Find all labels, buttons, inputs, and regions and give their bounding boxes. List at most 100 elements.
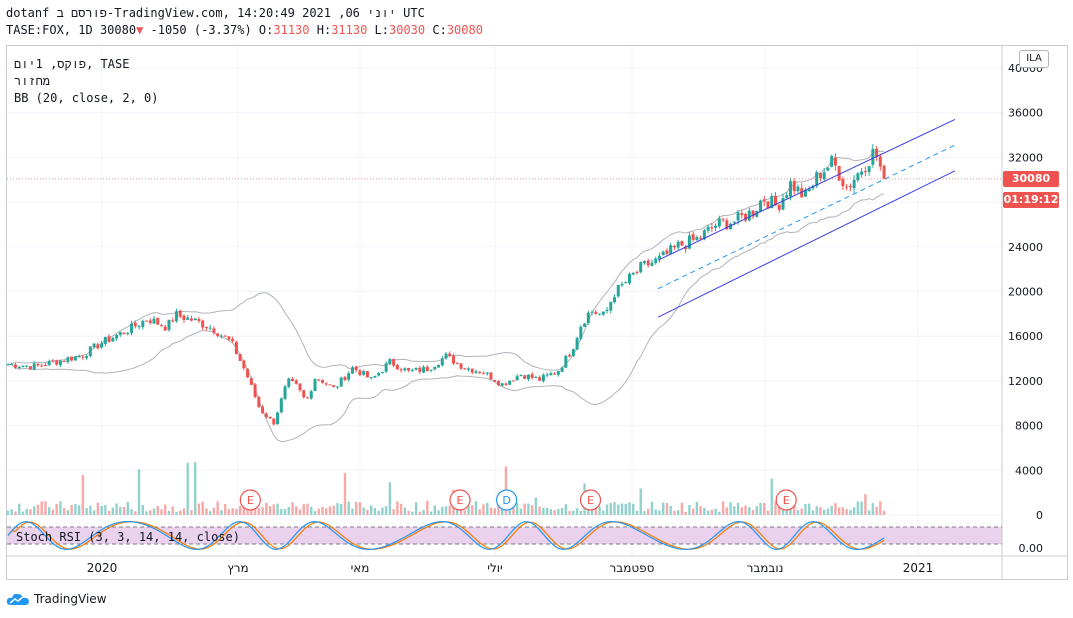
volume-bar [815, 506, 818, 515]
last-price-tag: 30080 [1003, 171, 1059, 187]
volume-bar [448, 505, 451, 515]
candle-body [257, 396, 261, 408]
candle-body [579, 326, 583, 339]
open-value: 31130 [273, 23, 310, 37]
candle-body [388, 359, 392, 365]
volume-bar [302, 504, 305, 515]
candle-body [115, 335, 119, 339]
volume-bar [841, 507, 845, 515]
volume-bar [486, 502, 489, 515]
candle-body [845, 186, 849, 188]
candle-body [96, 344, 100, 349]
candle-body [107, 336, 111, 342]
legend-volume: מחזור [14, 74, 51, 88]
volume-bar [347, 501, 350, 515]
volume-bar [864, 494, 867, 515]
candle-body [100, 343, 104, 348]
volume-bar [534, 497, 538, 515]
candle-body [219, 335, 223, 337]
candle-body [160, 325, 164, 327]
volume-bar [179, 510, 182, 515]
candle-body [440, 358, 444, 366]
currency-button[interactable]: ILA [1019, 50, 1049, 68]
y-axis-tick-label: 24000 [1008, 241, 1043, 254]
candle-body [803, 190, 807, 197]
candle-body [422, 366, 426, 373]
candle-body [654, 258, 658, 264]
volume-bar [411, 511, 414, 515]
candle-body [860, 171, 864, 175]
candle-body [343, 377, 347, 380]
candle-body [137, 326, 141, 328]
candle-body [485, 372, 489, 374]
candle-body [687, 235, 691, 249]
candle-body [526, 374, 530, 380]
candle-body [616, 284, 620, 297]
volume-bar [796, 510, 800, 515]
candle-body [55, 360, 59, 365]
candle-body [481, 373, 485, 375]
candle-body [714, 225, 718, 228]
candle-body [47, 361, 51, 366]
y-axis-tick-label: 20000 [1008, 286, 1043, 299]
volume-bar [246, 507, 249, 515]
stoch-rsi-legend[interactable]: Stoch RSI (3, 3, 14, 14, close) [16, 530, 240, 544]
volume-bar [29, 509, 32, 515]
candle-body [223, 335, 227, 337]
candle-body [365, 371, 369, 378]
volume-bar [849, 509, 852, 515]
candle-body [81, 356, 85, 358]
candle-body [58, 360, 62, 366]
candle-body [766, 201, 770, 209]
candle-body [583, 323, 587, 327]
candle-body [598, 313, 602, 315]
close-value: 30080 [446, 23, 483, 37]
volume-bar [77, 505, 81, 515]
candle-body [178, 310, 182, 317]
volume-bar [100, 505, 103, 515]
candle-body [837, 166, 841, 181]
candle-body [732, 221, 736, 223]
candle-body [309, 391, 313, 399]
candle-body [32, 363, 36, 370]
candle-body [500, 383, 504, 386]
volume-bar [609, 503, 612, 515]
volume-bar [403, 507, 407, 515]
candle-body [246, 368, 250, 378]
candle-body [661, 251, 665, 256]
candle-body [725, 220, 729, 230]
volume-bar [437, 510, 440, 515]
volume-bar [407, 510, 410, 515]
volume-bar [111, 507, 115, 515]
candle-body [392, 358, 396, 366]
volume-bar [755, 506, 758, 515]
volume-bar [811, 510, 815, 515]
volume-bar [471, 505, 474, 515]
candle-body [852, 179, 856, 189]
candle-body [508, 380, 512, 385]
volume-bar [429, 511, 433, 515]
volume-bar [265, 502, 268, 515]
candle-body [796, 186, 800, 192]
candle-body [156, 317, 160, 325]
candle-body [28, 366, 32, 370]
volume-bar [220, 510, 223, 515]
candle-body [354, 366, 358, 371]
tradingview-logo[interactable]: TradingView [6, 592, 107, 606]
candle-body [519, 374, 523, 377]
volume-bar [545, 507, 549, 515]
legend-bb[interactable]: BB (20, close, 2, 0) [14, 91, 159, 105]
volume-bar [808, 503, 811, 515]
candle-body [320, 379, 324, 383]
volume-bar [227, 509, 231, 515]
channel-mid-line [657, 144, 956, 290]
candle-body [148, 320, 152, 323]
candle-body [545, 374, 549, 376]
candle-body [227, 336, 231, 340]
candle-body [564, 355, 568, 368]
volume-bar [369, 505, 373, 515]
volume-bar [748, 507, 751, 515]
volume-bar [478, 509, 481, 515]
